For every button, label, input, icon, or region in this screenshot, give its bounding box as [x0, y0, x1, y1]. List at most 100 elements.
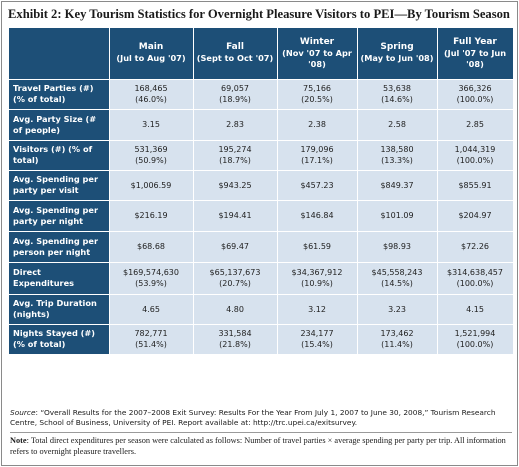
cell-percent: (18.7%) [219, 156, 251, 165]
table-row: Direct Expenditures $169,574,630 (53.9%) … [9, 262, 514, 295]
cell-value: 4.15 [466, 304, 484, 314]
cell-value: 4.80 [226, 304, 244, 314]
cell-value: 168,465 [134, 84, 168, 93]
cell-percent: (17.1%) [301, 156, 333, 165]
table-cell: $943.25 [193, 170, 278, 201]
table-cell: 4.15 [437, 294, 514, 325]
header-row: Main (Jul to Aug '07) Fall (Sept to Oct '0… [9, 28, 514, 80]
cell-value: 3.12 [308, 304, 326, 314]
table-cell: $61.59 [277, 231, 358, 263]
cell-percent: (100.0%) [456, 156, 494, 165]
cell-value: 173,462 [380, 329, 414, 338]
cell-percent: (11.4%) [381, 340, 413, 349]
cell-value: 366,326 [458, 84, 492, 93]
cell-value: 4.65 [142, 304, 160, 314]
table-cell: $69.47 [193, 231, 278, 263]
table-cell: $1,006.59 [109, 170, 194, 201]
table-row: Avg. Spending per party per night $216.1… [9, 200, 514, 232]
cell-value: 179,096 [300, 145, 334, 154]
row-label: Nights Stayed (#) (% of total) [9, 324, 110, 355]
cell-percent: (100.0%) [456, 279, 494, 288]
cell-value: $216.19 [134, 211, 168, 220]
cell-value: 75,166 [303, 84, 331, 93]
cell-value: 331,584 [218, 329, 252, 338]
table-row: Visitors (#) (% of total) 531,369 (50.9%)… [9, 140, 514, 171]
cell-value: $457.23 [300, 180, 334, 190]
cell-value: $65,137,673 [209, 268, 261, 277]
cell-percent: (46.0%) [135, 95, 167, 104]
cell-value: $69.47 [221, 242, 249, 251]
row-label: Avg. Spending per party per visit [9, 170, 110, 201]
table-cell: 782,771 (51.4%) [109, 324, 194, 355]
column-range: (Nov '07 to Apr '08) [282, 47, 352, 69]
cell-percent: (100.0%) [456, 340, 494, 349]
divider [10, 432, 512, 433]
cell-value: $101.09 [380, 211, 414, 220]
table-cell: $314,638,457 (100.0%) [437, 262, 514, 295]
table-cell: 2.85 [437, 109, 514, 141]
cell-value: 531,369 [134, 145, 168, 154]
source-label: Source [10, 408, 36, 417]
cell-percent: (14.5%) [381, 279, 413, 288]
table-cell: 531,369 (50.9%) [109, 140, 194, 171]
cell-value: 2.85 [466, 120, 484, 129]
cell-value: $146.84 [300, 211, 334, 220]
cell-percent: (15.4%) [301, 340, 333, 349]
table-cell: 173,462 (11.4%) [357, 324, 438, 355]
cell-value: $943.25 [218, 180, 252, 190]
cell-percent: (13.3%) [381, 156, 413, 165]
column-header: Spring (May to Jun '08) [357, 28, 438, 80]
column-header: Main (Jul to Aug '07) [109, 28, 194, 80]
cell-value: 2.83 [226, 120, 244, 129]
table-cell: 331,584 (21.8%) [193, 324, 278, 355]
note-label: Note [10, 436, 27, 445]
row-label: Avg. Spending per party per night [9, 200, 110, 232]
table-cell: 75,166 (20.5%) [277, 79, 358, 110]
table-cell: 179,096 (17.1%) [277, 140, 358, 171]
statistics-table: Main (Jul to Aug '07) Fall (Sept to Oct '0… [9, 28, 514, 355]
table-cell: $101.09 [357, 200, 438, 232]
cell-value: $98.93 [383, 242, 411, 251]
table-row: Avg. Spending per party per visit $1,006… [9, 170, 514, 201]
table-row: Avg. Spending per person per night $68.6… [9, 231, 514, 263]
column-name: Spring [380, 42, 414, 53]
table-cell: 138,580 (13.3%) [357, 140, 438, 171]
table-row: Travel Parties (#) (% of total) 168,465 (… [9, 79, 514, 110]
source-text: : “Overall Results for the 2007–2008 Exi… [10, 408, 496, 427]
cell-percent: (20.7%) [219, 279, 251, 288]
row-label: Visitors (#) (% of total) [9, 140, 110, 171]
table-cell: $849.37 [357, 170, 438, 201]
cell-value: 1,044,319 [454, 145, 496, 154]
table-cell: $216.19 [109, 200, 194, 232]
cell-percent: (53.9%) [135, 279, 167, 288]
cell-percent: (50.9%) [135, 156, 167, 165]
cell-value: $204.97 [458, 211, 492, 220]
column-range: (Sept to Oct '07) [196, 53, 274, 64]
column-header: Full Year (Jul '07 to Jun '08) [437, 28, 514, 80]
table-cell: 2.38 [277, 109, 358, 141]
table-cell: 195,274 (18.7%) [193, 140, 278, 171]
statistics-table-container: Main (Jul to Aug '07) Fall (Sept to Oct '0… [9, 28, 514, 404]
cell-value: 195,274 [218, 145, 252, 154]
cell-value: 69,057 [221, 84, 249, 93]
table-cell: 1,521,994 (100.0%) [437, 324, 514, 355]
cell-value: 2.38 [308, 120, 326, 129]
column-header: Fall (Sept to Oct '07) [193, 28, 278, 80]
table-cell: $204.97 [437, 200, 514, 232]
column-name: Fall [226, 42, 244, 53]
cell-value: $34,367,912 [291, 268, 343, 277]
cell-value: 3.23 [388, 304, 406, 314]
table-cell: 4.80 [193, 294, 278, 325]
row-label: Avg. Spending per person per night [9, 231, 110, 263]
exhibit-title: Exhibit 2: Key Tourism Statistics for Ov… [8, 7, 510, 21]
cell-percent: (14.6%) [381, 95, 413, 104]
cell-value: $314,638,457 [447, 268, 503, 277]
cell-value: $1,006.59 [130, 180, 172, 190]
cell-percent: (10.9%) [301, 279, 333, 288]
cell-percent: (100.0%) [456, 95, 494, 104]
cell-value: $855.91 [458, 180, 492, 190]
cell-value: $72.26 [461, 242, 489, 251]
cell-value: 138,580 [380, 145, 414, 154]
cell-percent: (21.8%) [219, 340, 251, 349]
header-corner [9, 28, 110, 80]
